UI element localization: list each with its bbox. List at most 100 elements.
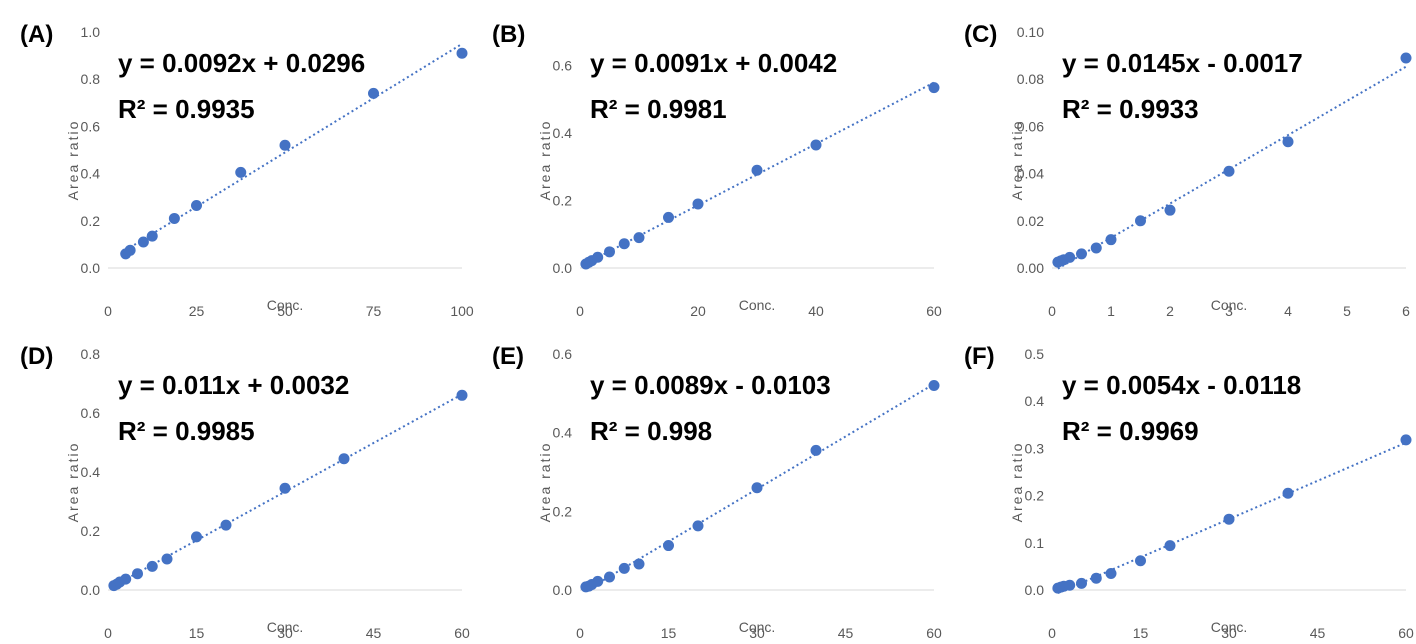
x-tick-label: 4 [1284,303,1292,319]
y-tick-label: 0.2 [81,523,101,539]
x-tick-label: 75 [366,303,382,319]
data-point [592,251,604,263]
r-squared-value: R² = 0.9985 [118,416,255,446]
x-tick-label: 45 [366,625,382,641]
data-point [692,198,704,210]
x-tick-label: 0 [1048,303,1056,319]
y-tick-label: 0.6 [81,118,101,134]
y-axis-title: Area ratio [537,442,553,523]
x-tick-label: 25 [189,303,205,319]
regression-equation: y = 0.0089x - 0.0103 [590,370,831,400]
data-point [604,571,615,583]
y-tick-label: 0.02 [1017,213,1044,229]
y-tick-label: 0.4 [1025,393,1045,409]
data-point [338,453,350,465]
x-tick-label: 0 [576,625,584,641]
data-point [1223,165,1235,177]
data-point [1164,204,1176,216]
data-point [751,482,763,494]
data-point [751,164,763,176]
data-point [1105,567,1117,579]
regression-equation: y = 0.011x + 0.0032 [118,370,349,400]
r-squared-value: R² = 0.998 [590,416,712,446]
regression-equation: y = 0.0145x - 0.0017 [1062,48,1303,78]
data-point [191,531,202,543]
data-point [928,379,940,391]
x-tick-label: 0 [576,303,584,319]
data-point [592,575,604,587]
x-tick-label: 2 [1166,303,1174,319]
data-point [279,139,291,151]
panel-label: (A) [20,21,53,48]
x-tick-label: 30 [749,625,765,641]
panel-label: (B) [492,21,525,48]
y-axis-title: Area ratio [65,120,81,201]
x-axis-title: Conc. [739,619,776,635]
x-tick-label: 15 [189,625,205,641]
y-tick-label: 0.2 [553,503,573,519]
y-tick-label: 0.0 [553,260,573,276]
data-point [1282,487,1294,499]
data-point [456,47,468,59]
data-point [1105,234,1117,246]
y-tick-label: 0.0 [1025,582,1045,598]
trendline [125,43,463,252]
x-tick-label: 15 [661,625,677,641]
data-point [1064,251,1076,263]
chart-panel-f: 0.0 0.1 0.2 0.3 0.4 0.5 0 15 30 45 60 Conc. Area rat… [944,322,1416,644]
y-tick-label: 0.2 [81,213,101,229]
chart-svg: 0.0 0.2 0.4 0.6 0.8 0 15 30 45 60 Conc. Area ratio (… [20,343,470,641]
data-point [928,82,940,94]
y-tick-label: 0.06 [1017,118,1044,134]
data-point [604,246,615,258]
x-tick-label: 30 [1221,625,1237,641]
data-point [618,562,630,574]
x-axis-title: Conc. [739,297,776,313]
r-squared-value: R² = 0.9935 [118,94,255,124]
x-tick-label: 5 [1343,303,1351,319]
trendline [1057,441,1407,594]
x-axis-title: Conc. [267,619,304,635]
y-tick-label: 0.4 [81,166,101,182]
data-point [220,519,232,531]
chart-svg: 0.0 0.2 0.4 0.6 0 15 30 45 60 Conc. Area ratio (E) y… [492,343,942,641]
data-point [235,166,247,178]
data-point [120,573,132,585]
chart-panel-b: 0.0 0.2 0.4 0.6 0 20 40 60 Conc. Area ratio (B) y =… [472,0,944,322]
y-tick-label: 0.08 [1017,71,1044,87]
chart-svg: 0.00 0.02 0.04 0.06 0.08 0.10 0 1 2 3 4 5 6 Conc. Area… [964,21,1412,319]
regression-equation: y = 0.0054x - 0.0118 [1062,370,1301,400]
chart-panel-c: 0.00 0.02 0.04 0.06 0.08 0.10 0 1 2 3 4 5 6 Conc. Area… [944,0,1416,322]
r-squared-value: R² = 0.9981 [590,94,727,124]
data-point [692,520,704,532]
data-point [1223,513,1235,525]
y-axis-title: Area ratio [1009,120,1025,201]
x-tick-label: 1 [1107,303,1115,319]
data-point [810,139,822,151]
data-point [146,560,158,572]
data-point [1064,579,1076,591]
panel-label: (C) [964,21,997,48]
data-point [810,444,822,456]
regression-equation: y = 0.0091x + 0.0042 [590,48,837,78]
data-point [1090,242,1102,254]
y-tick-label: 0.00 [1017,260,1044,276]
y-tick-label: 1.0 [81,24,101,40]
data-point [1076,577,1087,589]
y-tick-label: 0.4 [81,464,101,480]
data-point [1076,248,1087,260]
r-squared-value: R² = 0.9969 [1062,416,1199,446]
y-tick-label: 0.6 [553,58,573,74]
regression-equation: y = 0.0092x + 0.0296 [118,48,365,78]
data-point [146,230,158,242]
y-tick-label: 0.2 [1025,488,1045,504]
y-tick-label: 0.10 [1017,24,1044,40]
y-tick-label: 0.0 [81,260,101,276]
chart-svg: 0.0 0.2 0.4 0.6 0.8 1.0 0 25 50 75 100 Conc. Area ra… [20,21,474,319]
x-tick-label: 60 [926,625,942,641]
data-point [124,244,136,256]
panel-label: (E) [492,343,524,370]
x-tick-label: 45 [1310,625,1326,641]
data-point [1135,215,1146,227]
